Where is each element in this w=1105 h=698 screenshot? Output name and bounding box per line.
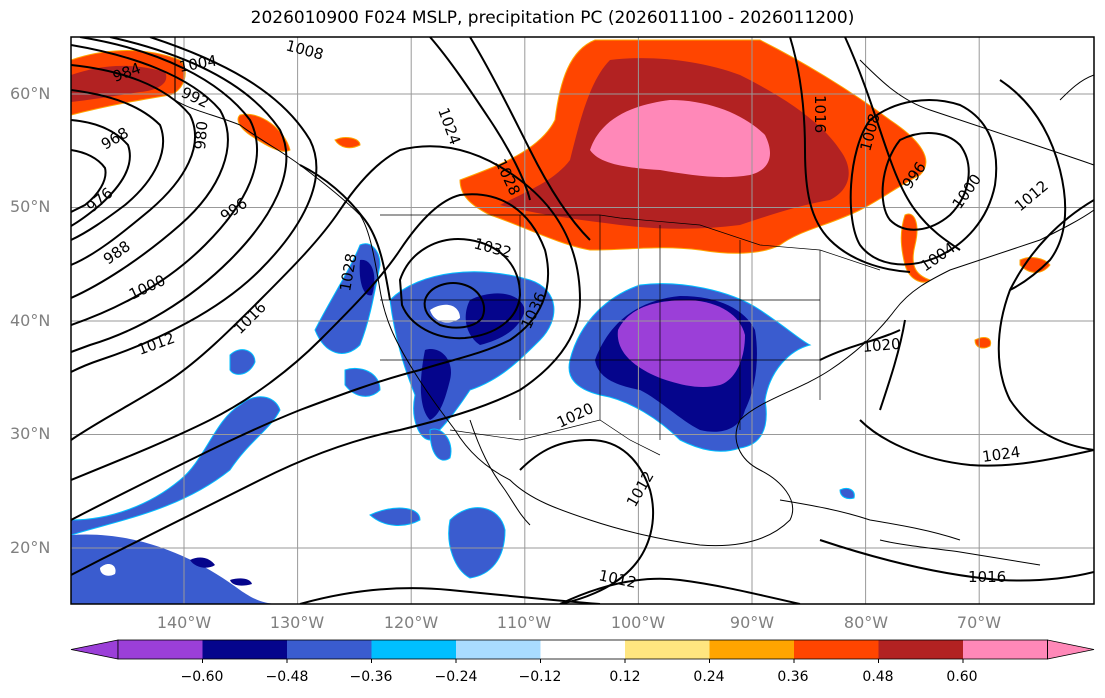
isobars — [71, 37, 1094, 604]
colorbar-tick-label: 0.24 — [693, 669, 724, 685]
colorbar-segment — [456, 640, 541, 659]
lon-label: 80°W — [844, 613, 888, 632]
colorbar-segment — [963, 640, 1048, 659]
lon-label: 140°W — [157, 613, 212, 632]
colorbar — [70, 639, 1095, 663]
colorbar-outline — [117, 639, 1048, 660]
isobar-label: 1016 — [968, 568, 1006, 586]
lat-label: 40°N — [10, 311, 50, 330]
colorbar-extend-max — [1047, 639, 1095, 660]
map-title: 2026010900 F024 MSLP, precipitation PC (… — [250, 8, 855, 28]
colorbar-tick-label: 0.48 — [862, 669, 893, 685]
colorbar-ticks: −0.60 −0.48 −0.36 −0.24 −0.12 0.12 0.24 … — [181, 669, 978, 685]
coastlines — [174, 37, 1094, 566]
colorbar-segment — [878, 640, 963, 659]
lon-label: 110°W — [497, 613, 552, 632]
isobar-label: 1024 — [981, 443, 1021, 466]
lat-label: 50°N — [10, 197, 50, 216]
plot-frame — [70, 36, 1095, 605]
colorbar-tick-label: 0.36 — [777, 669, 808, 685]
colorbar-tick-label: −0.24 — [435, 669, 478, 685]
colorbar-tick-label: −0.48 — [266, 669, 309, 685]
lon-label: 130°W — [270, 613, 325, 632]
colorbar-segment — [202, 640, 287, 659]
lon-label: 100°W — [611, 613, 666, 632]
lon-label: 90°W — [730, 613, 774, 632]
colorbar-tick-label: 0.12 — [609, 669, 640, 685]
colorbar-segment — [287, 640, 372, 659]
colorbar-segment — [118, 640, 203, 659]
colorbar-tick-label: −0.12 — [519, 669, 562, 685]
lon-label: 70°W — [957, 613, 1001, 632]
latitude-labels: 60°N 50°N 40°N 30°N 20°N — [10, 84, 50, 557]
isobar-label: 980 — [191, 120, 211, 150]
isobar-label: 1016 — [811, 95, 829, 133]
colorbar-tick-label: 0.60 — [946, 669, 977, 685]
isobar-label: 1020 — [862, 335, 902, 356]
colorbar-tick-label: −0.60 — [181, 669, 224, 685]
lat-label: 30°N — [10, 424, 50, 443]
precip-negative-fields — [71, 243, 855, 604]
colorbar-segment — [794, 640, 879, 659]
lon-label: 120°W — [384, 613, 439, 632]
colorbar-segment — [371, 640, 456, 659]
colorbar-tick-label: −0.36 — [350, 669, 393, 685]
colorbar-extend-min — [70, 639, 119, 660]
longitude-labels: 140°W 130°W 120°W 110°W 100°W 90°W 80°W … — [157, 613, 1001, 632]
colorbar-segment — [540, 640, 625, 659]
colorbar-segment — [625, 640, 710, 659]
lat-label: 60°N — [10, 84, 50, 103]
colorbar-segment — [709, 640, 794, 659]
lat-label: 20°N — [10, 538, 50, 557]
